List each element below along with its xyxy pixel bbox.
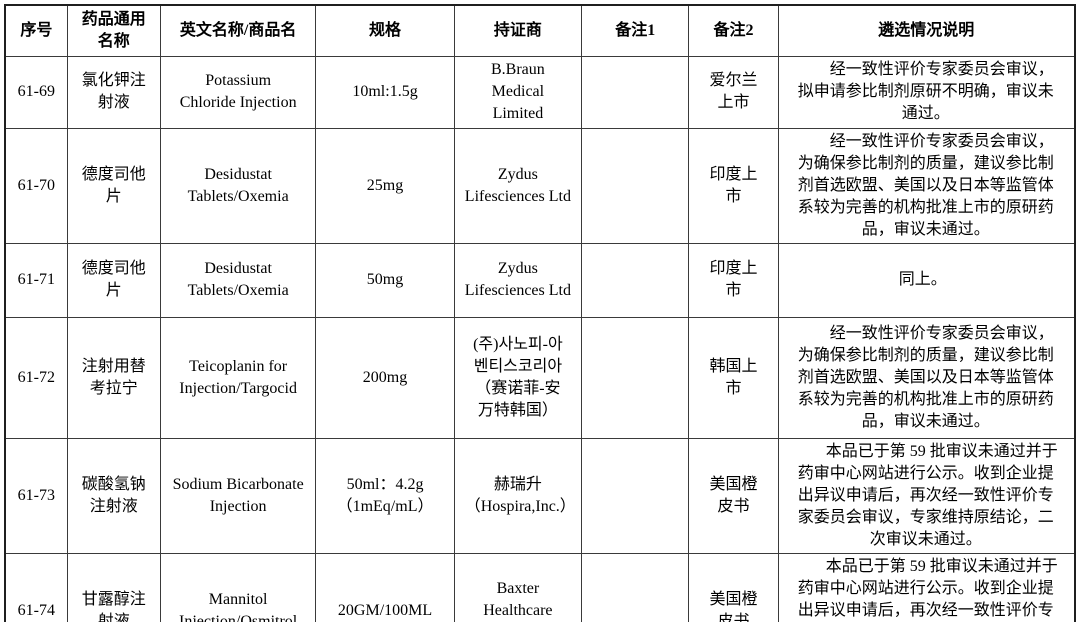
cell-note1	[581, 316, 690, 439]
header-holder: 持证商	[453, 4, 583, 57]
cell-note1	[581, 55, 690, 129]
cell-description: 同上。	[777, 242, 1076, 318]
cell-description: 经一致性评价专家委员会审议，拟申请参比制剂原研不明确，审议未通过。	[777, 55, 1076, 129]
cell-english-name: Teicoplanin for Injection/Targocid	[159, 316, 317, 439]
cell-spec: 50ml：4.2g（1mEq/mL）	[315, 437, 455, 554]
header-note2: 备注2	[688, 4, 779, 57]
cell-english-name: Desidustat Tablets/Oxemia	[159, 127, 317, 244]
cell-english-name: Desidustat Tablets/Oxemia	[159, 242, 317, 318]
cell-note2: 韩国上市	[688, 316, 779, 439]
cell-spec: 25mg	[315, 127, 455, 244]
table-row: 61-71 德度司他片 Desidustat Tablets/Oxemia 50…	[4, 242, 1076, 318]
drug-selection-table: 序号 药品通用名称 英文名称/商品名 规格 持证商 备注1 备注2 遴选情况说明…	[4, 4, 1076, 622]
cell-description: 经一致性评价专家委员会审议，为确保参比制剂的质量，建议参比制剂首选欧盟、美国以及…	[777, 316, 1076, 439]
cell-serial: 61-70	[4, 127, 68, 244]
cell-note2: 印度上市	[688, 242, 779, 318]
cell-holder: Zydus Lifesciences Ltd	[453, 242, 583, 318]
cell-generic-name: 氯化钾注射液	[66, 55, 161, 129]
cell-spec: 20GM/100ML	[315, 552, 455, 622]
cell-holder: (주)사노피-아벤티스코리아（赛诺菲-安万特韩国）	[453, 316, 583, 439]
cell-generic-name: 碳酸氢钠注射液	[66, 437, 161, 554]
cell-generic-name: 甘露醇注射液	[66, 552, 161, 622]
cell-note2: 美国橙皮书	[688, 552, 779, 622]
header-description: 遴选情况说明	[777, 4, 1076, 57]
cell-note1	[581, 552, 690, 622]
cell-description: 本品已于第 59 批审议未通过并于药审中心网站进行公示。收到企业提出异议申请后，…	[777, 552, 1076, 622]
cell-note1	[581, 437, 690, 554]
cell-generic-name: 注射用替考拉宁	[66, 316, 161, 439]
cell-serial: 61-69	[4, 55, 68, 129]
cell-serial: 61-73	[4, 437, 68, 554]
table-header-row: 序号 药品通用名称 英文名称/商品名 规格 持证商 备注1 备注2 遴选情况说明	[4, 4, 1076, 57]
cell-holder: Baxter Healthcare Corporation	[453, 552, 583, 622]
cell-english-name: Potassium Chloride Injection	[159, 55, 317, 129]
cell-note2: 美国橙皮书	[688, 437, 779, 554]
cell-note2: 爱尔兰上市	[688, 55, 779, 129]
cell-description: 本品已于第 59 批审议未通过并于药审中心网站进行公示。收到企业提出异议申请后，…	[777, 437, 1076, 554]
cell-holder: Zydus Lifesciences Ltd	[453, 127, 583, 244]
table-row: 61-74 甘露醇注射液 Mannitol Injection/Osmitrol…	[4, 552, 1076, 622]
header-serial: 序号	[4, 4, 68, 57]
header-spec: 规格	[315, 4, 455, 57]
cell-holder: 赫瑞升（Hospira,Inc.）	[453, 437, 583, 554]
table-row: 61-70 德度司他片 Desidustat Tablets/Oxemia 25…	[4, 127, 1076, 244]
cell-serial: 61-72	[4, 316, 68, 439]
cell-serial: 61-74	[4, 552, 68, 622]
cell-note2: 印度上市	[688, 127, 779, 244]
cell-spec: 200mg	[315, 316, 455, 439]
cell-spec: 50mg	[315, 242, 455, 318]
table-row: 61-69 氯化钾注射液 Potassium Chloride Injectio…	[4, 55, 1076, 129]
cell-holder: B.Braun Medical Limited	[453, 55, 583, 129]
cell-description: 经一致性评价专家委员会审议，为确保参比制剂的质量，建议参比制剂首选欧盟、美国以及…	[777, 127, 1076, 244]
header-generic-name: 药品通用名称	[66, 4, 161, 57]
cell-english-name: Mannitol Injection/Osmitrol	[159, 552, 317, 622]
cell-generic-name: 德度司他片	[66, 127, 161, 244]
cell-generic-name: 德度司他片	[66, 242, 161, 318]
cell-serial: 61-71	[4, 242, 68, 318]
header-english-name: 英文名称/商品名	[159, 4, 317, 57]
cell-note1	[581, 242, 690, 318]
cell-spec: 10ml:1.5g	[315, 55, 455, 129]
cell-note1	[581, 127, 690, 244]
table-row: 61-72 注射用替考拉宁 Teicoplanin for Injection/…	[4, 316, 1076, 439]
cell-english-name: Sodium Bicarbonate Injection	[159, 437, 317, 554]
table-row: 61-73 碳酸氢钠注射液 Sodium Bicarbonate Injecti…	[4, 437, 1076, 554]
header-note1: 备注1	[581, 4, 690, 57]
